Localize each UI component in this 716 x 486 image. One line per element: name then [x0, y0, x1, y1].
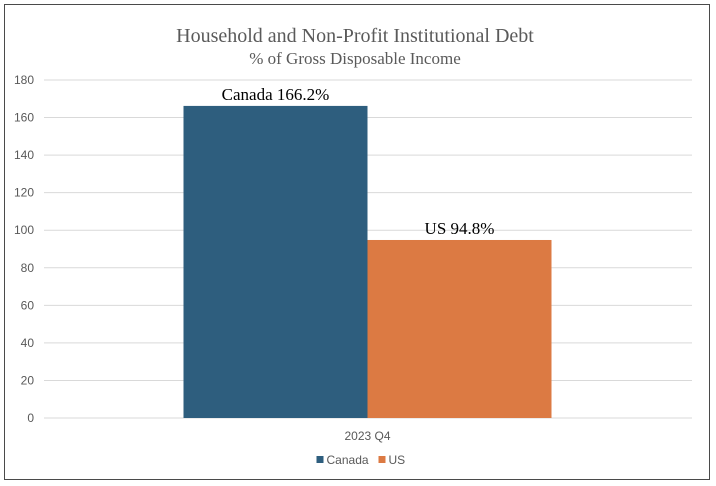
data-label-us: US 94.8% — [425, 219, 495, 238]
y-tick-label: 120 — [14, 186, 34, 200]
legend-label-us: US — [389, 453, 406, 467]
y-tick-label: 140 — [14, 148, 34, 162]
y-tick-label: 160 — [14, 111, 34, 125]
data-label-canada: Canada 166.2% — [222, 85, 330, 104]
chart-title: Household and Non-Profit Institutional D… — [176, 25, 534, 47]
bars — [183, 105, 552, 418]
y-tick-label: 80 — [21, 261, 35, 275]
bar-canada — [183, 105, 368, 418]
y-tick-label: 100 — [14, 223, 34, 237]
legend-label-canada: Canada — [327, 453, 369, 467]
gridlines — [44, 79, 692, 419]
legend: Canada US — [316, 453, 406, 467]
x-tick-label: 2023 Q4 — [344, 429, 390, 443]
bar-us — [367, 239, 552, 418]
y-tick-label: 40 — [21, 336, 35, 350]
y-tick-label: 20 — [21, 373, 35, 387]
y-axis-ticks: 0 20 40 60 80 100 120 140 160 180 — [14, 73, 34, 425]
data-labels: Canada 166.2% US 94.8% — [222, 85, 495, 238]
chart-subtitle: % of Gross Disposable Income — [249, 49, 461, 68]
y-tick-label: 60 — [21, 298, 35, 312]
y-tick-label: 0 — [27, 411, 34, 425]
x-axis-ticks: 2023 Q4 — [344, 429, 390, 443]
legend-swatch-canada — [316, 456, 324, 463]
legend-swatch-us — [378, 456, 386, 463]
y-tick-label: 180 — [14, 73, 34, 87]
